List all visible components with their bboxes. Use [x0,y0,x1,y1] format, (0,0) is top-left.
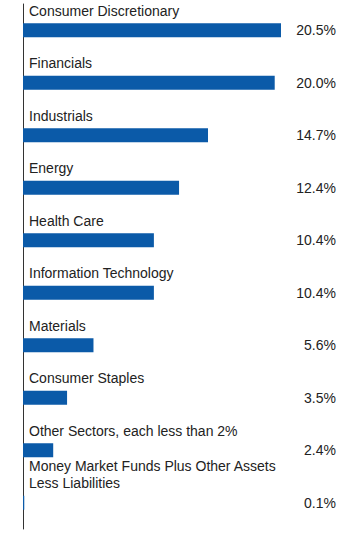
svg-text:Materials: Materials [29,318,86,334]
svg-text:0.1%: 0.1% [304,495,336,511]
svg-text:Industrials: Industrials [29,108,93,124]
svg-text:14.7%: 14.7% [296,127,336,143]
svg-text:Money Market Funds Plus Other: Money Market Funds Plus Other Assets [29,458,280,474]
svg-text:Energy: Energy [29,160,73,176]
svg-text:5.6%: 5.6% [304,337,336,353]
svg-text:12.4%: 12.4% [296,180,336,196]
svg-text:20.5%: 20.5% [296,22,336,38]
svg-text:Financials: Financials [29,55,92,71]
svg-text:Consumer Staples: Consumer Staples [29,370,144,386]
svg-text:2.4%: 2.4% [304,442,336,458]
svg-text:Consumer Discretionary: Consumer Discretionary [29,3,179,19]
svg-text:10.4%: 10.4% [296,232,336,248]
svg-text:3.5%: 3.5% [304,390,336,406]
svg-text:10.4%: 10.4% [296,285,336,301]
svg-text:Other Sectors, each less than: Other Sectors, each less than 2% [29,423,238,439]
svg-text:Information Technology: Information Technology [29,265,174,281]
svg-text:Less Liabilities: Less Liabilities [29,475,120,491]
svg-text:Health Care: Health Care [29,213,104,229]
svg-text:20.0%: 20.0% [296,75,336,91]
